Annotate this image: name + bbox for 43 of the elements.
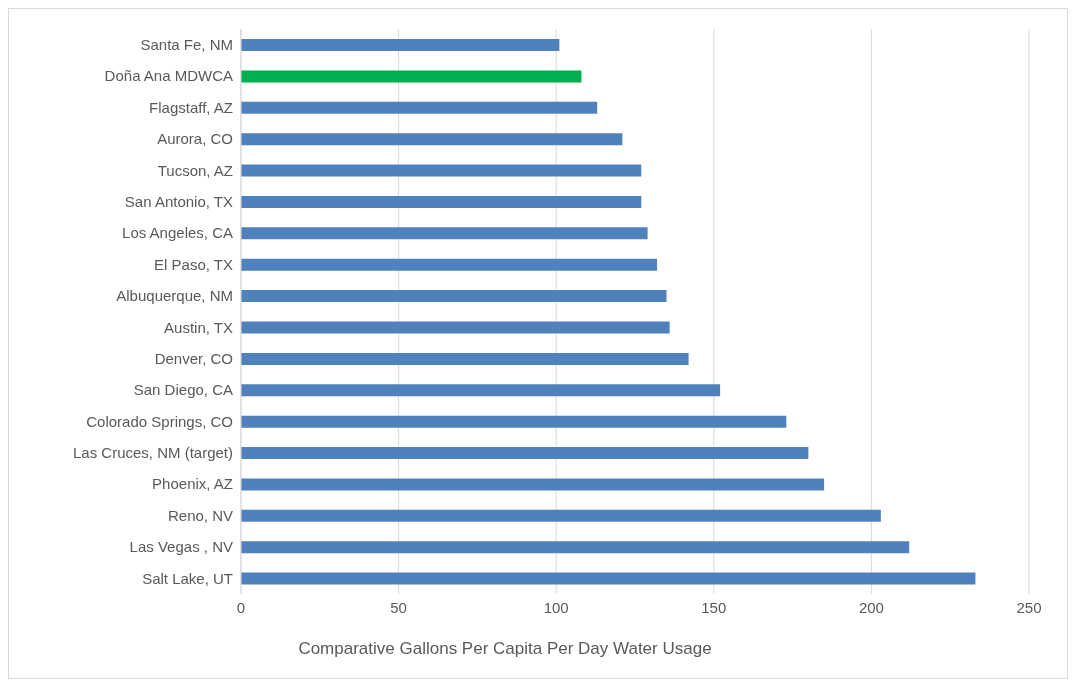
y-tick-label: Denver, CO <box>154 349 233 367</box>
y-tick-label: Doña Ana MDWCA <box>104 67 233 85</box>
bar <box>241 541 910 554</box>
x-tick-label: 250 <box>1016 598 1042 616</box>
y-tick-label: Las Vegas , NV <box>129 538 233 556</box>
x-tick-label: 200 <box>858 598 884 616</box>
bar <box>241 101 598 114</box>
bar <box>241 195 642 208</box>
bar <box>241 509 881 522</box>
y-tick-label: San Diego, CA <box>133 381 233 399</box>
bar <box>241 384 721 397</box>
bar <box>241 415 787 428</box>
y-tick-label: Colorado Springs, CO <box>86 412 233 430</box>
bar <box>241 572 976 585</box>
y-tick-label: Tucson, AZ <box>157 161 233 179</box>
y-tick-label: Santa Fe, NM <box>140 36 233 54</box>
bar <box>241 258 658 271</box>
y-tick-label: Austin, TX <box>164 318 233 336</box>
bar <box>241 164 642 177</box>
bar <box>241 133 623 146</box>
x-tick-label: 100 <box>543 598 569 616</box>
x-tick-label: 150 <box>701 598 727 616</box>
bar <box>241 39 560 51</box>
x-tick-label: 50 <box>390 598 407 616</box>
bar <box>241 70 582 83</box>
y-tick-label: Las Cruces, NM (target) <box>72 444 233 462</box>
y-tick-label: El Paso, TX <box>154 255 233 273</box>
bar <box>241 321 670 334</box>
x-tick-label: 0 <box>236 598 246 616</box>
y-tick-label: San Antonio, TX <box>124 192 233 210</box>
y-tick-label: Los Angeles, CA <box>122 224 233 242</box>
bar <box>241 290 667 303</box>
y-tick-label: Phoenix, AZ <box>152 475 233 493</box>
x-axis-title: Comparative Gallons Per Capita Per Day Water Usage <box>298 639 712 658</box>
y-tick-label: Salt Lake, UT <box>142 569 233 587</box>
y-tick-label: Reno, NV <box>167 506 233 524</box>
bar <box>241 227 648 240</box>
y-tick-label: Albuquerque, NM <box>116 287 233 305</box>
bar <box>241 352 689 365</box>
y-tick-label: Flagstaff, AZ <box>149 98 233 116</box>
bar <box>241 447 809 460</box>
bar <box>241 478 825 491</box>
y-tick-label: Aurora, CO <box>157 130 233 148</box>
